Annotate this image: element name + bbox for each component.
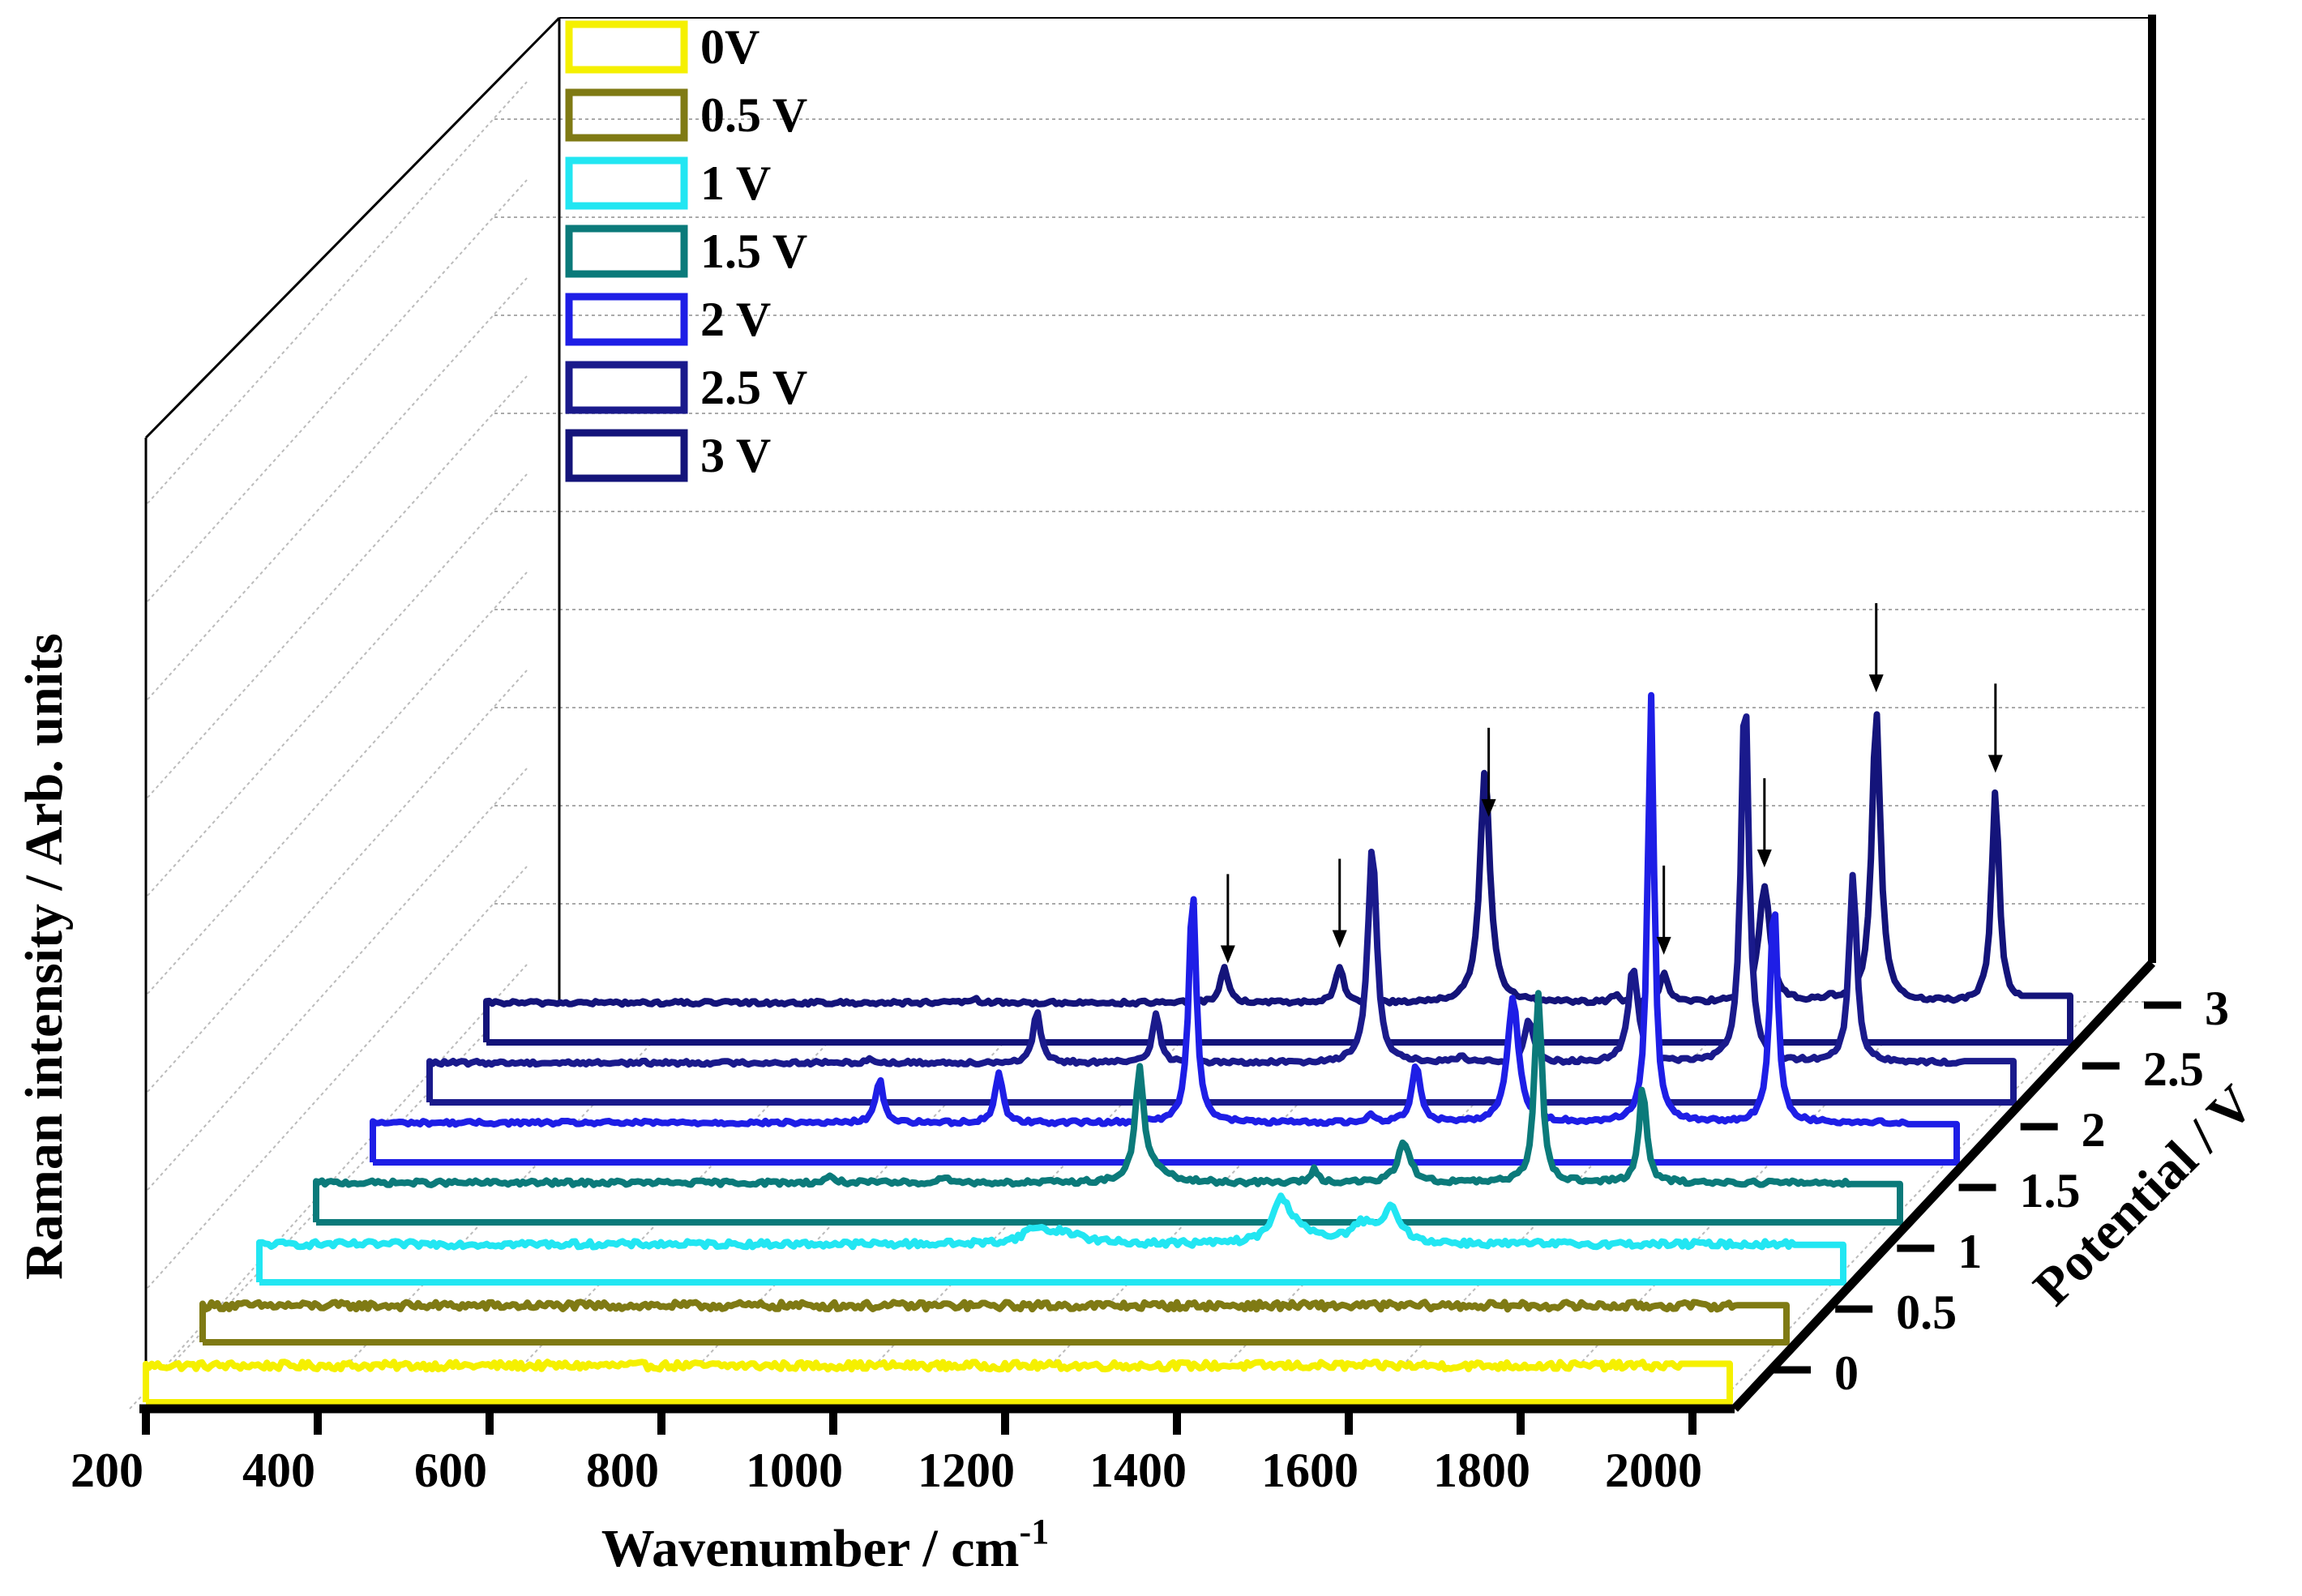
x-tick-label: 1400 — [1089, 1444, 1187, 1497]
legend-swatch — [565, 225, 688, 278]
legend-entry: 3 V — [565, 429, 771, 482]
legend-swatch — [565, 88, 688, 142]
peak-arrow — [1656, 865, 1671, 955]
series-group — [199, 1299, 1790, 1346]
series-line — [199, 1299, 1790, 1346]
legend-label: 1 V — [700, 156, 771, 210]
legend-entry: 0V — [565, 20, 759, 74]
series-group — [143, 1359, 1733, 1406]
legend-entry: 0.5 V — [565, 88, 807, 142]
peak-arrow-head — [1868, 674, 1884, 693]
legend-swatch — [565, 429, 688, 482]
peak-arrow-head — [1988, 755, 2003, 773]
x-tick-label: 1200 — [918, 1444, 1015, 1497]
z-tick-label: 3 — [2205, 982, 2229, 1035]
legend-swatch — [565, 20, 688, 74]
legend-label: 1.5 V — [700, 225, 807, 278]
peak-arrow — [1332, 858, 1347, 948]
peak-arrow-head — [1332, 930, 1347, 948]
y-axis-title: Raman intensity / Arb. units — [15, 633, 74, 1280]
legend-label: 2.5 V — [700, 361, 807, 414]
series-group — [483, 711, 2073, 1046]
annotation-layer — [1220, 603, 2003, 964]
x-tick-label: 2000 — [1605, 1444, 1702, 1497]
series-occluder — [259, 1196, 1843, 1282]
series-occluder — [203, 1302, 1786, 1342]
peak-arrow-head — [1656, 936, 1671, 955]
legend-swatch — [565, 293, 688, 346]
z-tick-label: 1.5 — [2020, 1164, 2081, 1217]
x-tick-label: 600 — [414, 1444, 487, 1497]
peak-arrow-head — [1481, 798, 1496, 817]
peak-arrow — [1868, 603, 1884, 693]
legend-entry: 2 V — [565, 293, 771, 346]
series-line — [313, 990, 1903, 1226]
z-tick-label: 2.5 — [2143, 1042, 2204, 1096]
legend-entry: 1 V — [565, 156, 771, 210]
x-tick-label: 1800 — [1433, 1444, 1530, 1497]
series-group — [313, 990, 1903, 1226]
x-tick-label: 800 — [586, 1444, 659, 1497]
series-layer — [143, 691, 2073, 1406]
peak-arrow — [1481, 727, 1496, 817]
legend-label: 0.5 V — [700, 88, 807, 142]
series-line — [143, 1359, 1733, 1406]
x-axis-title: Wavenumber / cm-1 — [601, 1512, 1049, 1578]
z-tick-label: 1 — [1958, 1225, 1982, 1278]
z-tick-label: 0.5 — [1896, 1286, 1957, 1339]
legend-entry: 2.5 V — [565, 361, 807, 414]
legend: 0V 0.5 V 1 V 1.5 V 2 V 2.5 V 3 V — [565, 20, 807, 482]
frame-top-left-edge — [144, 16, 561, 439]
z-tick-label: 2 — [2082, 1103, 2106, 1157]
series-occluder — [316, 993, 1900, 1222]
series-line — [256, 1192, 1846, 1286]
x-tick-label: 1000 — [746, 1444, 843, 1497]
series-line — [483, 711, 2073, 1046]
legend-swatch — [565, 361, 688, 414]
legend-entry: 1.5 V — [565, 225, 807, 278]
axis-layer: 200 400 600 800 1000 1200 1400 1600 1800 2000 0 0.5… — [71, 960, 2229, 1497]
z-tick-label: 0 — [1834, 1346, 1859, 1400]
peak-arrow-head — [1756, 849, 1772, 868]
series-occluder — [486, 714, 2070, 1042]
peak-arrow — [1988, 683, 2003, 773]
x-tick-label: 200 — [71, 1444, 143, 1497]
axis-frame — [144, 15, 2156, 1393]
x-axis-title-superscript: -1 — [1020, 1512, 1050, 1551]
peak-arrow — [1756, 778, 1772, 868]
x-tick-label: 400 — [242, 1444, 315, 1497]
legend-label: 3 V — [700, 429, 771, 482]
legend-label: 2 V — [700, 293, 771, 346]
x-tick-label: 1600 — [1261, 1444, 1359, 1497]
z-axis-line — [1731, 960, 2156, 1412]
peak-arrow — [1220, 874, 1235, 964]
legend-label: 0V — [700, 20, 759, 74]
legend-swatch — [565, 156, 688, 210]
series-group — [256, 1192, 1846, 1286]
peak-arrow-head — [1220, 945, 1235, 964]
